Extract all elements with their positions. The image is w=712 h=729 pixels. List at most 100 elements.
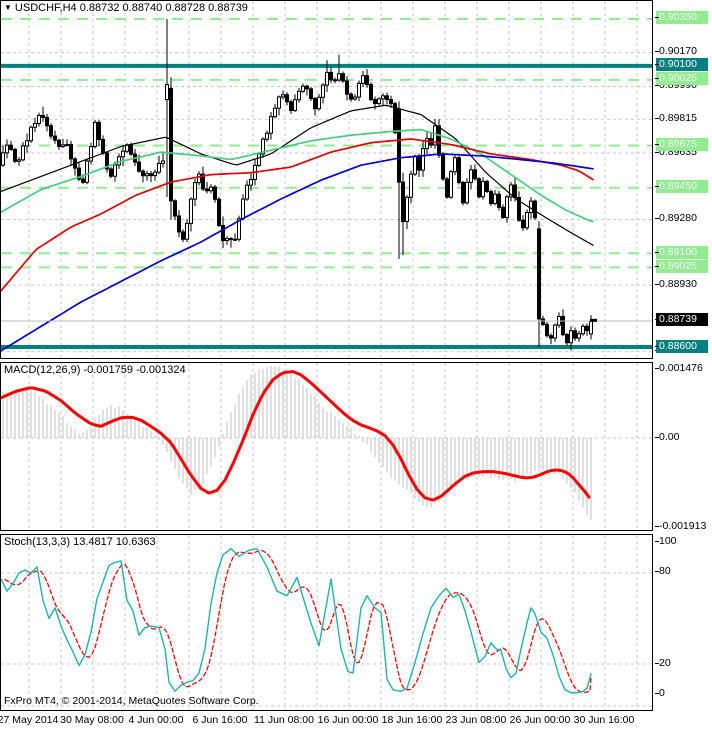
candle-body	[529, 200, 533, 214]
candle-body	[157, 162, 161, 173]
axis-tick	[655, 693, 659, 694]
candle-body	[569, 330, 573, 344]
candle-body	[489, 190, 493, 205]
candle-body	[5, 144, 9, 154]
candle-body	[325, 71, 329, 86]
chart-title: ▼ USDCHF,H4 0.88732 0.88740 0.88728 0.887…	[4, 2, 248, 14]
axis-tick	[655, 186, 659, 187]
candle-body	[37, 114, 41, 124]
candle-body	[29, 126, 33, 142]
ma-red	[1, 138, 594, 292]
time-axis-label: 30 May 08:00	[60, 714, 124, 726]
axis-tick	[655, 526, 659, 527]
candle-body	[537, 228, 541, 320]
indicator-axis-label: 0.001476	[655, 362, 706, 375]
candle-body	[313, 98, 317, 110]
candle-body	[77, 167, 81, 180]
candle-body	[577, 333, 581, 339]
main-chart-panel[interactable]: ▼ USDCHF,H4 0.88732 0.88740 0.88728 0.887…	[0, 0, 653, 359]
price-axis-label: 0.88600	[655, 340, 708, 353]
candle-body	[553, 324, 557, 339]
main-chart-canvas[interactable]	[1, 1, 652, 358]
time-axis-label: 26 Jun 00:00	[509, 714, 571, 726]
candle-body	[97, 121, 101, 140]
candle-body	[533, 200, 537, 219]
stochastic-axis[interactable]: 100 80 20 0	[653, 534, 712, 711]
candle-body	[397, 108, 401, 183]
stochastic-indicator-panel[interactable]: Stoch(13,3,3) 13.4817 10.6363 FxPro MT4,…	[0, 534, 653, 711]
candle-body	[545, 323, 549, 337]
candle-body	[289, 101, 293, 111]
price-axis[interactable]: 0.90170 0.89990 0.89815 0.89635 0.89280 0.889…	[653, 0, 712, 359]
candle-body	[69, 143, 73, 160]
candle-body	[517, 196, 521, 221]
candle-body	[377, 98, 381, 105]
price-axis-label: 0.88930	[655, 278, 700, 291]
candle-body	[549, 335, 553, 339]
candle-body	[421, 148, 425, 171]
indicator-axis-label: 20	[655, 657, 674, 670]
candle-body	[169, 87, 173, 202]
macd-canvas[interactable]	[1, 363, 652, 530]
candle-body	[265, 132, 269, 140]
candle-body	[441, 154, 445, 180]
candle-body	[161, 160, 165, 164]
candle-body	[113, 164, 117, 177]
axis-tick	[655, 64, 659, 65]
candle-body	[365, 75, 369, 86]
candle-body	[33, 122, 37, 128]
candle-body	[1, 152, 5, 166]
candle-body	[185, 222, 189, 240]
candle-body	[505, 196, 509, 218]
candle-body	[149, 173, 153, 177]
axis-tick	[655, 319, 659, 320]
candle-body	[61, 144, 65, 148]
candle-body	[369, 84, 373, 101]
candle-body	[509, 184, 513, 198]
candle-body	[233, 238, 237, 241]
candle-body	[145, 173, 149, 177]
candle-body	[89, 145, 93, 162]
candle-body	[513, 184, 517, 198]
candle-body	[581, 325, 585, 335]
candle-body	[401, 181, 405, 222]
candle-body	[209, 186, 213, 192]
candle-body	[229, 238, 233, 241]
candle-body	[301, 85, 305, 92]
macd-indicator-panel[interactable]: MACD(12,26,9) -0.001759 -0.001324	[0, 362, 653, 531]
candle-body	[425, 138, 429, 150]
candle-body	[465, 181, 469, 204]
price-axis-label: 0.88739	[655, 313, 708, 326]
candle-body	[305, 85, 309, 90]
axis-tick	[655, 152, 659, 153]
indicator-axis-label: 80	[655, 565, 674, 578]
candle-body	[409, 173, 413, 198]
candle-body	[237, 218, 241, 240]
time-axis-label: 18 Jun 16:00	[381, 714, 443, 726]
indicator-axis-label: -0.001913	[655, 520, 709, 533]
time-axis[interactable]: 27 May 2014 30 May 08:00 4 Jun 00:00 6 Jun …	[0, 711, 712, 729]
macd-axis[interactable]: 0.001476 0.00 -0.001913	[653, 362, 712, 533]
price-axis-label: 0.89675	[655, 138, 708, 151]
candle-body	[177, 215, 181, 233]
candle-body	[249, 178, 253, 186]
axis-tick	[655, 17, 659, 18]
candle-body	[357, 82, 361, 98]
axis-tick	[655, 85, 659, 86]
candle-body	[105, 152, 109, 170]
candle-body	[189, 198, 193, 224]
candle-body	[437, 125, 441, 156]
stochastic-canvas[interactable]	[1, 535, 652, 710]
candle-body	[405, 196, 409, 222]
candle-body	[181, 231, 185, 240]
axis-tick	[655, 144, 659, 145]
axis-tick	[655, 437, 659, 438]
candle-body	[573, 330, 577, 339]
candle-body	[261, 138, 265, 155]
ma-blue	[1, 153, 594, 352]
indicator-axis-label: 0.00	[655, 431, 682, 444]
axis-tick	[655, 368, 659, 369]
candle-body	[137, 161, 141, 172]
axis-tick	[655, 252, 659, 253]
indicator-axis-label: 0	[655, 687, 668, 700]
